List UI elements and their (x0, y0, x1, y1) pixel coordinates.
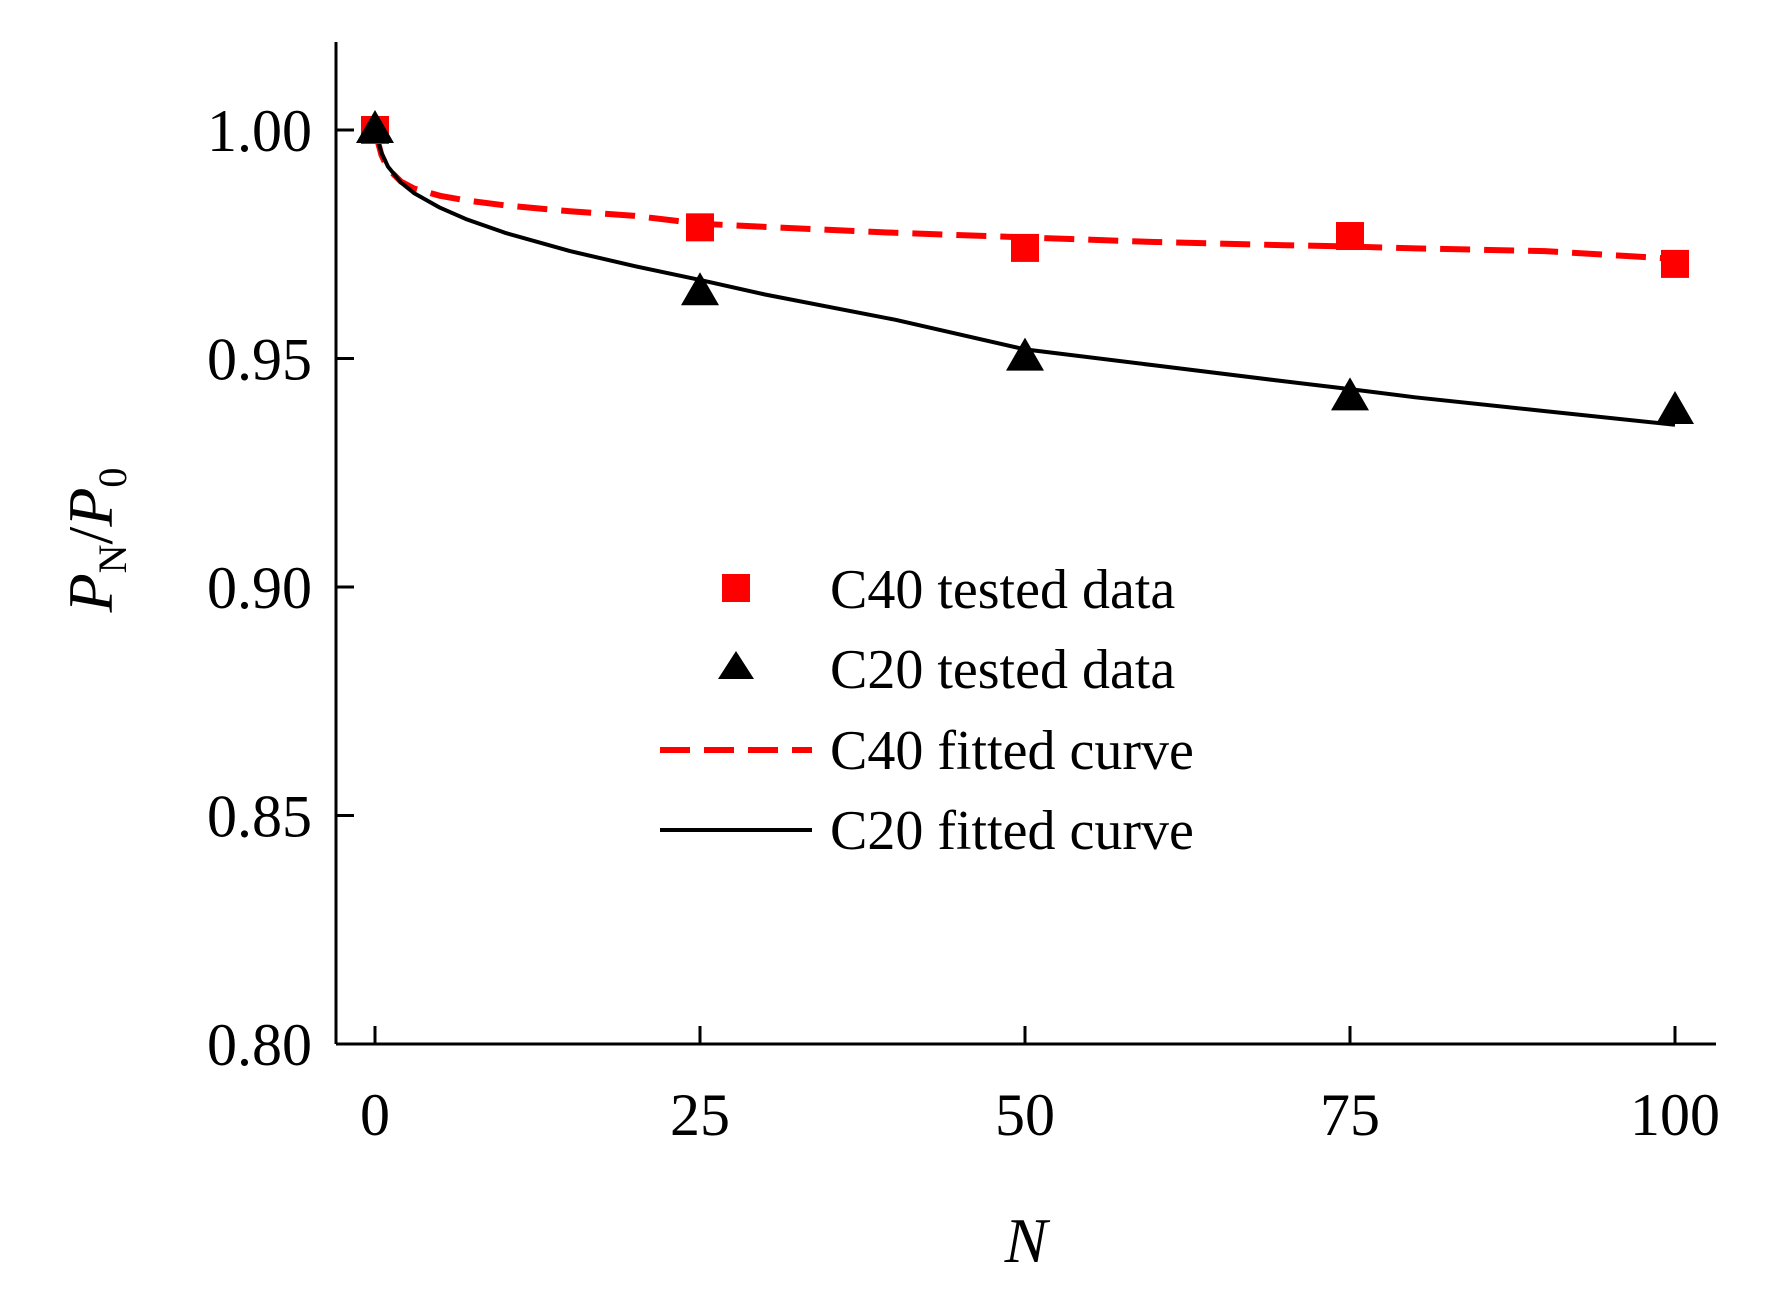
c40-point-4 (1661, 249, 1689, 278)
x-tick-label-4: 100 (1630, 1082, 1720, 1148)
y-axis-title-sub-n: N (90, 544, 135, 573)
plot-series (356, 110, 1694, 427)
series-c20-fitted-curve (373, 131, 1676, 427)
y-tick-label-3: 0.95 (207, 327, 312, 393)
y-axis-title-slash: / (55, 526, 126, 544)
x-tick-label-2: 50 (995, 1082, 1055, 1148)
c20-point-2 (1006, 337, 1044, 371)
c20-point-3 (1331, 377, 1369, 411)
y-tick-label-2: 0.90 (207, 555, 312, 621)
c40-point-1 (686, 213, 714, 242)
y-axis-title-p: P (55, 573, 126, 613)
c20-point-4 (1656, 391, 1694, 425)
x-axis-title: N (1004, 1205, 1051, 1276)
axes (334, 42, 1716, 1046)
legend-label-c20-tested: C20 tested data (830, 639, 1175, 701)
legend-marker-c40 (722, 574, 750, 602)
y-tick-label-1: 0.85 (207, 784, 312, 850)
ticks: 0 25 50 75 100 0.80 0.85 0.90 0.95 1.00 (207, 98, 1720, 1148)
c40-point-3 (1336, 222, 1364, 251)
x-tick-label-3: 75 (1320, 1082, 1380, 1148)
c40-point-2 (1011, 233, 1039, 262)
y-tick-label-0: 0.80 (207, 1012, 312, 1078)
y-axis-title-sub-0: 0 (90, 468, 135, 488)
x-tick-label-0: 0 (360, 1082, 390, 1148)
y-tick-label-4: 1.00 (207, 98, 312, 164)
c20-point-1 (681, 272, 719, 306)
legend: C40 tested data C20 tested data C40 fitt… (660, 559, 1194, 862)
legend-label-c40-tested: C40 tested data (830, 559, 1175, 621)
legend-label-c40-fitted: C40 fitted curve (830, 720, 1194, 782)
x-tick-label-1: 25 (670, 1082, 730, 1148)
legend-marker-c20 (718, 651, 754, 679)
legend-label-c20-fitted: C20 fitted curve (830, 800, 1194, 862)
y-axis-title-p2: P (55, 488, 126, 528)
y-axis-title: PN/P0 (55, 468, 135, 614)
c20-point-0 (356, 110, 394, 143)
